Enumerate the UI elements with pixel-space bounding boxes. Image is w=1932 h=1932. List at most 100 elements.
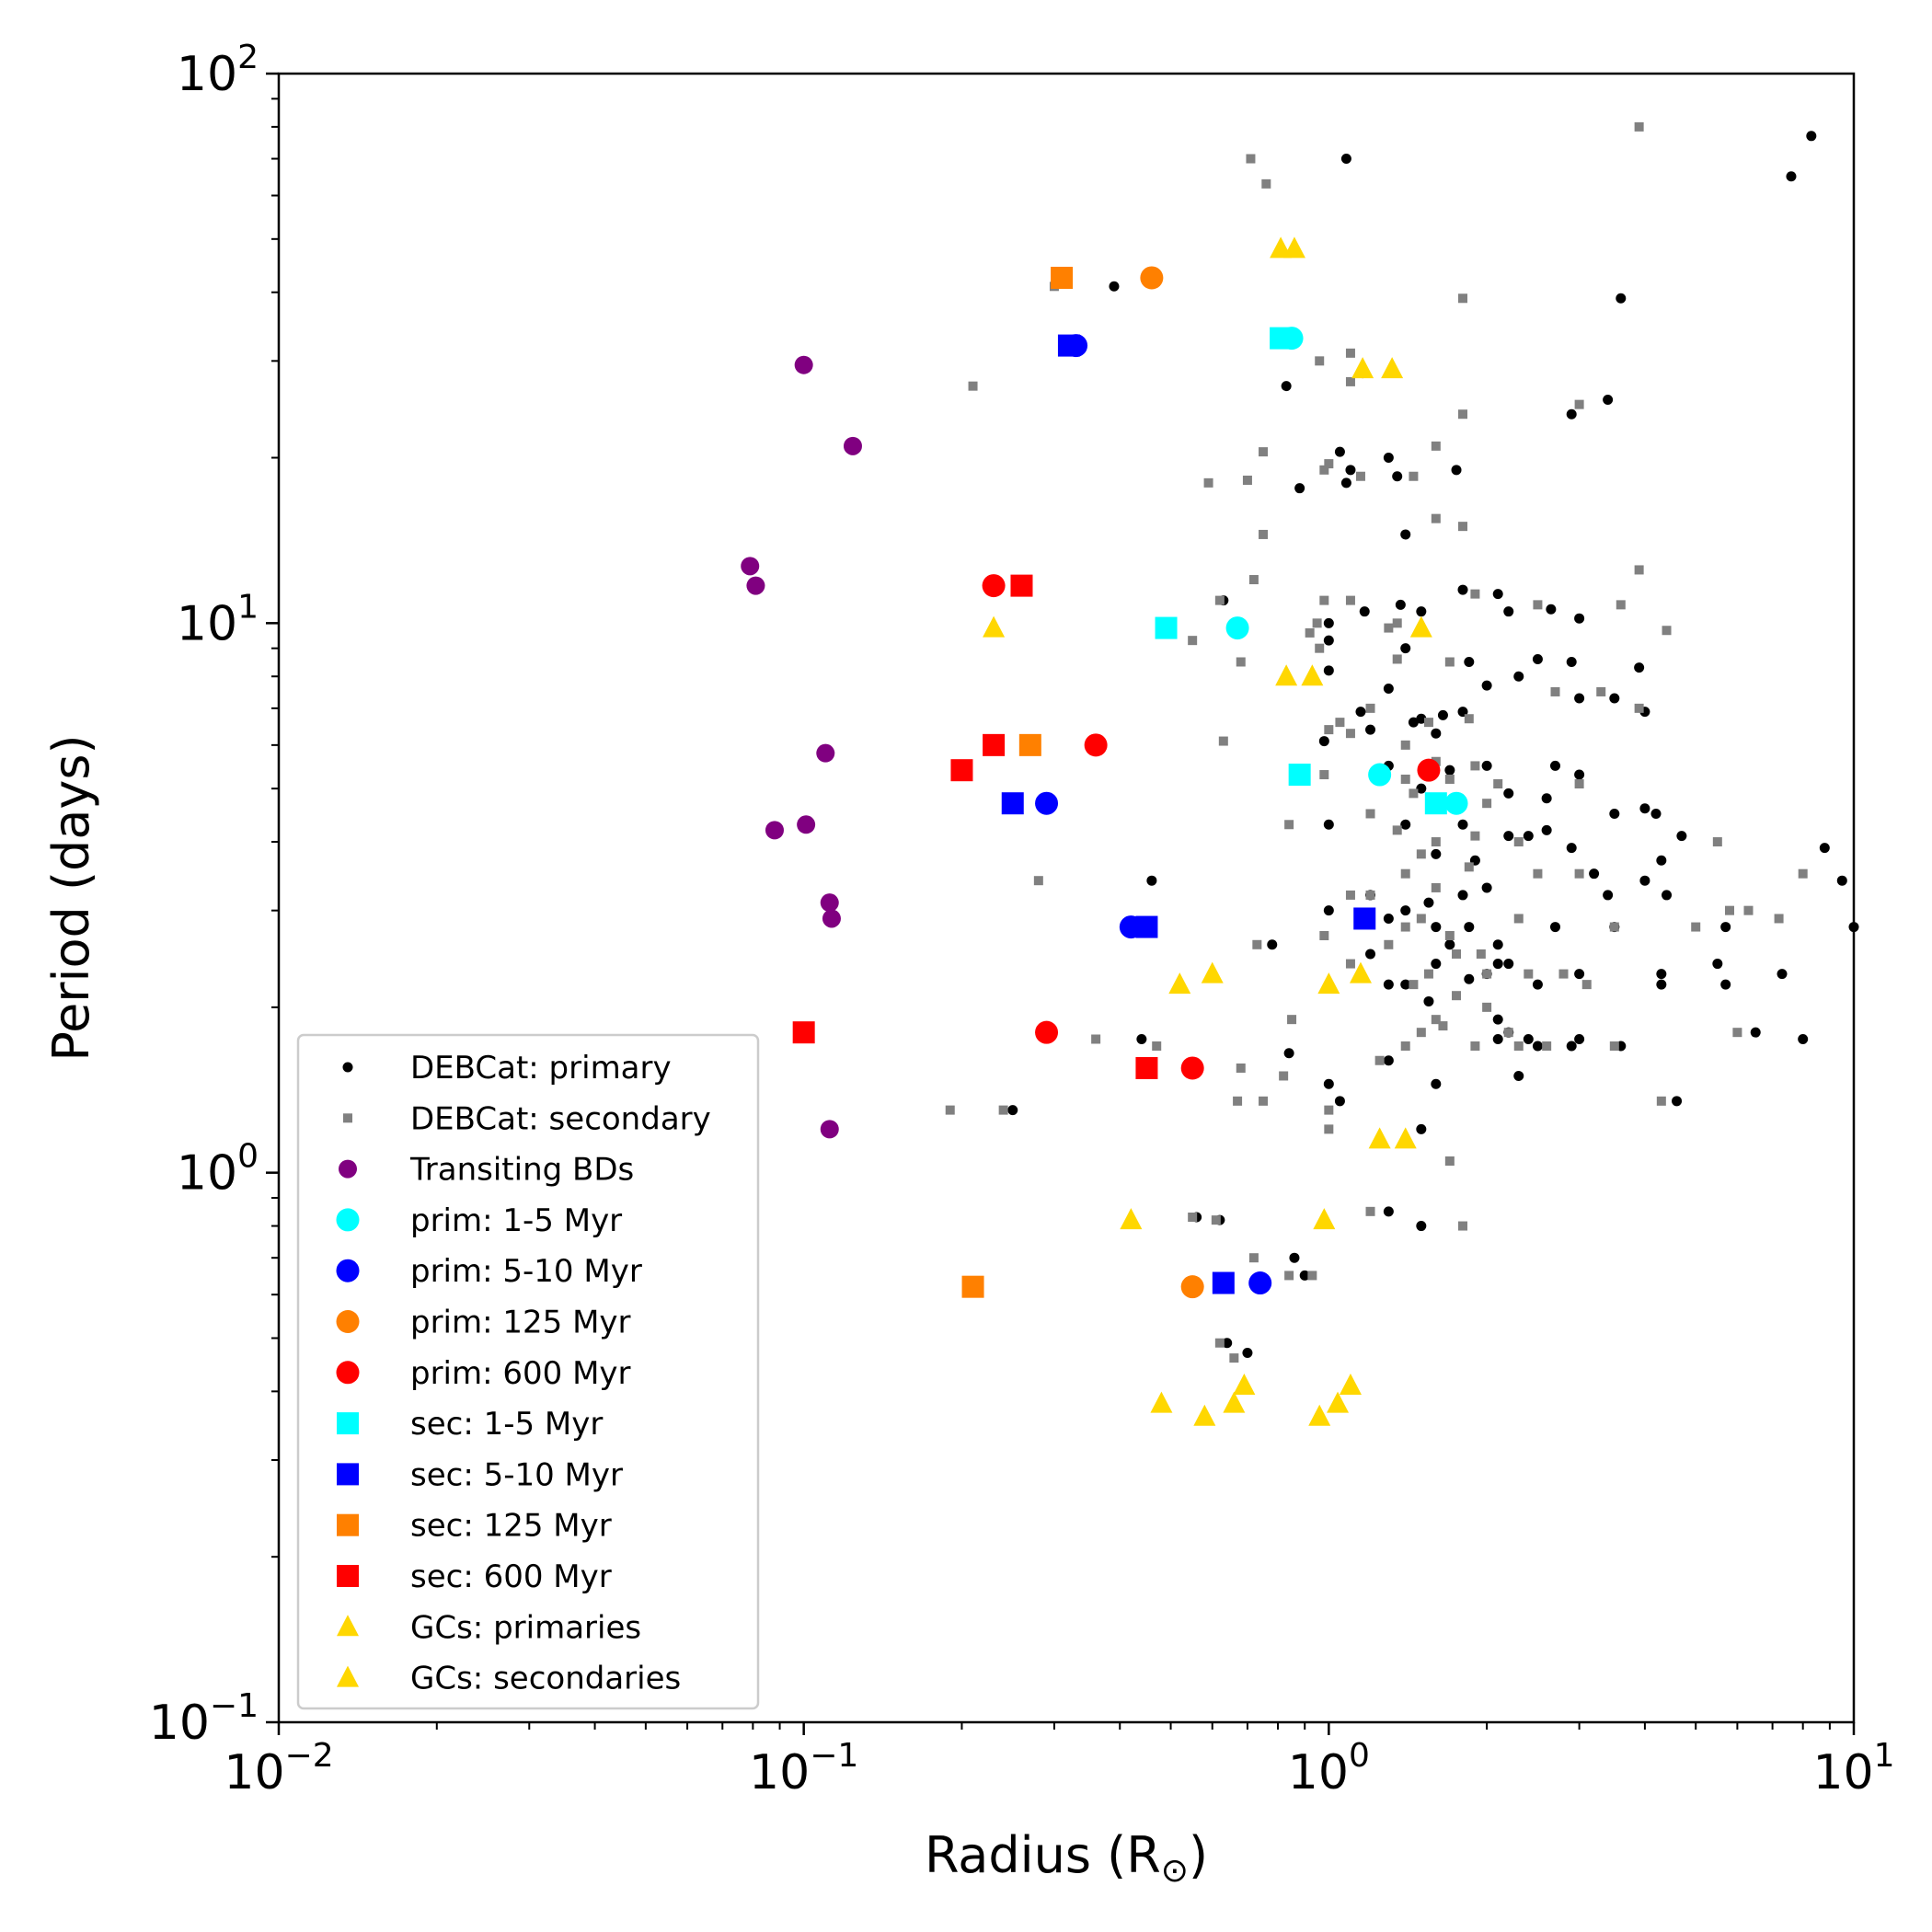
data-point-series-0 xyxy=(1392,471,1403,482)
data-point-series-1 xyxy=(1470,831,1480,841)
data-point-series-0 xyxy=(1323,819,1334,830)
data-point-series-9 xyxy=(961,1275,984,1298)
data-point-series-1 xyxy=(1284,820,1294,830)
data-point-series-1 xyxy=(1482,799,1492,809)
data-point-series-11 xyxy=(1349,961,1372,983)
data-point-series-1 xyxy=(1724,905,1734,915)
data-point-series-11 xyxy=(1168,972,1191,995)
data-point-series-1 xyxy=(1261,178,1271,189)
data-point-series-1 xyxy=(1444,930,1455,940)
data-point-series-1 xyxy=(1345,595,1355,605)
data-point-series-1 xyxy=(1409,788,1419,799)
data-point-series-0 xyxy=(1416,1123,1427,1134)
data-point-series-1 xyxy=(1319,465,1329,475)
x-axis-label: Radius (R⊙) xyxy=(925,1826,1208,1890)
data-point-series-0 xyxy=(1400,643,1411,654)
data-point-series-11 xyxy=(1223,1391,1246,1413)
data-point-series-0 xyxy=(1400,905,1411,916)
data-point-series-0 xyxy=(1656,969,1667,980)
data-point-series-1 xyxy=(1324,725,1334,735)
data-point-series-11 xyxy=(1282,236,1305,259)
data-point-series-1 xyxy=(1365,809,1375,819)
data-point-series-0 xyxy=(1603,394,1614,405)
data-point-series-0 xyxy=(1283,1048,1294,1059)
data-point-series-1 xyxy=(1324,1124,1334,1134)
data-point-series-11 xyxy=(1120,1208,1143,1230)
data-marks xyxy=(741,121,1859,1426)
data-point-series-0 xyxy=(1383,979,1394,990)
data-point-series-1 xyxy=(1365,890,1375,900)
data-point-series-0 xyxy=(1798,1033,1809,1044)
data-point-series-1 xyxy=(1482,969,1492,979)
data-point-series-1 xyxy=(1542,1041,1552,1052)
data-point-series-1 xyxy=(1345,959,1355,969)
data-point-series-0 xyxy=(1574,769,1585,780)
data-point-series-10 xyxy=(983,733,1006,756)
data-point-series-11 xyxy=(983,615,1006,638)
data-point-series-1 xyxy=(1444,774,1455,784)
data-point-series-0 xyxy=(1416,1221,1427,1232)
data-point-series-1 xyxy=(1503,1028,1513,1038)
data-point-series-2 xyxy=(794,355,813,374)
data-point-series-0 xyxy=(1136,1033,1147,1044)
data-point-series-1 xyxy=(1355,471,1365,481)
data-point-series-2 xyxy=(822,909,841,928)
data-point-series-1 xyxy=(1452,949,1462,959)
data-point-series-1 xyxy=(1431,837,1441,847)
data-point-series-11 xyxy=(1275,664,1298,686)
data-point-series-6 xyxy=(982,574,1006,598)
data-point-series-0 xyxy=(1007,1105,1018,1116)
data-point-series-1 xyxy=(1513,914,1524,924)
data-point-series-1 xyxy=(1345,890,1355,900)
legend-label: prim: 5-10 Myr xyxy=(410,1253,642,1290)
data-point-series-1 xyxy=(1798,868,1808,879)
data-point-series-1 xyxy=(1307,1271,1317,1281)
data-point-series-1 xyxy=(1431,513,1441,523)
data-point-series-1 xyxy=(1416,914,1426,924)
data-point-series-1 xyxy=(1324,1105,1334,1115)
data-point-series-7 xyxy=(1155,616,1178,639)
data-point-series-0 xyxy=(1383,453,1394,464)
data-point-series-0 xyxy=(1294,483,1305,494)
data-point-series-0 xyxy=(1836,875,1847,886)
data-point-series-1 xyxy=(1279,1071,1289,1081)
legend-label: prim: 1-5 Myr xyxy=(410,1202,622,1239)
data-point-series-1 xyxy=(1345,376,1355,386)
data-point-series-6 xyxy=(1035,1020,1059,1044)
legend-label: sec: 600 Myr xyxy=(410,1558,612,1595)
data-point-series-1 xyxy=(1470,1041,1480,1052)
data-point-series-0 xyxy=(1395,599,1406,610)
data-point-series-0 xyxy=(1267,939,1278,950)
data-point-series-1 xyxy=(1493,779,1503,789)
data-point-series-0 xyxy=(1574,1033,1585,1044)
data-point-series-1 xyxy=(1470,761,1480,771)
data-point-series-1 xyxy=(1634,565,1644,575)
data-point-series-0 xyxy=(1437,709,1448,720)
data-point-series-11 xyxy=(1313,1208,1336,1230)
data-point-series-0 xyxy=(1503,959,1514,970)
data-point-series-1 xyxy=(1656,1096,1666,1106)
y-tick-label: 100 xyxy=(177,1138,259,1202)
data-point-series-1 xyxy=(1248,1253,1259,1263)
data-point-series-0 xyxy=(1532,653,1543,664)
data-point-series-5 xyxy=(1180,1275,1204,1299)
data-point-series-1 xyxy=(1609,1041,1619,1052)
data-point-series-1 xyxy=(1284,1271,1294,1281)
data-point-series-0 xyxy=(1416,606,1427,617)
data-point-series-0 xyxy=(1656,855,1667,866)
data-point-series-1 xyxy=(1574,399,1584,409)
data-point-series-2 xyxy=(820,893,839,913)
data-point-series-0 xyxy=(1481,680,1492,691)
data-point-series-1 xyxy=(1345,729,1355,739)
data-point-series-1 xyxy=(1315,643,1325,653)
data-point-series-0 xyxy=(1444,765,1455,776)
data-point-series-0 xyxy=(1323,635,1334,646)
data-point-series-2 xyxy=(741,557,760,576)
data-point-series-0 xyxy=(1334,1096,1345,1107)
data-point-series-10 xyxy=(1135,1056,1158,1079)
data-point-series-1 xyxy=(1229,1353,1239,1363)
data-point-series-0 xyxy=(1549,760,1560,771)
data-point-series-1 xyxy=(1634,703,1644,713)
